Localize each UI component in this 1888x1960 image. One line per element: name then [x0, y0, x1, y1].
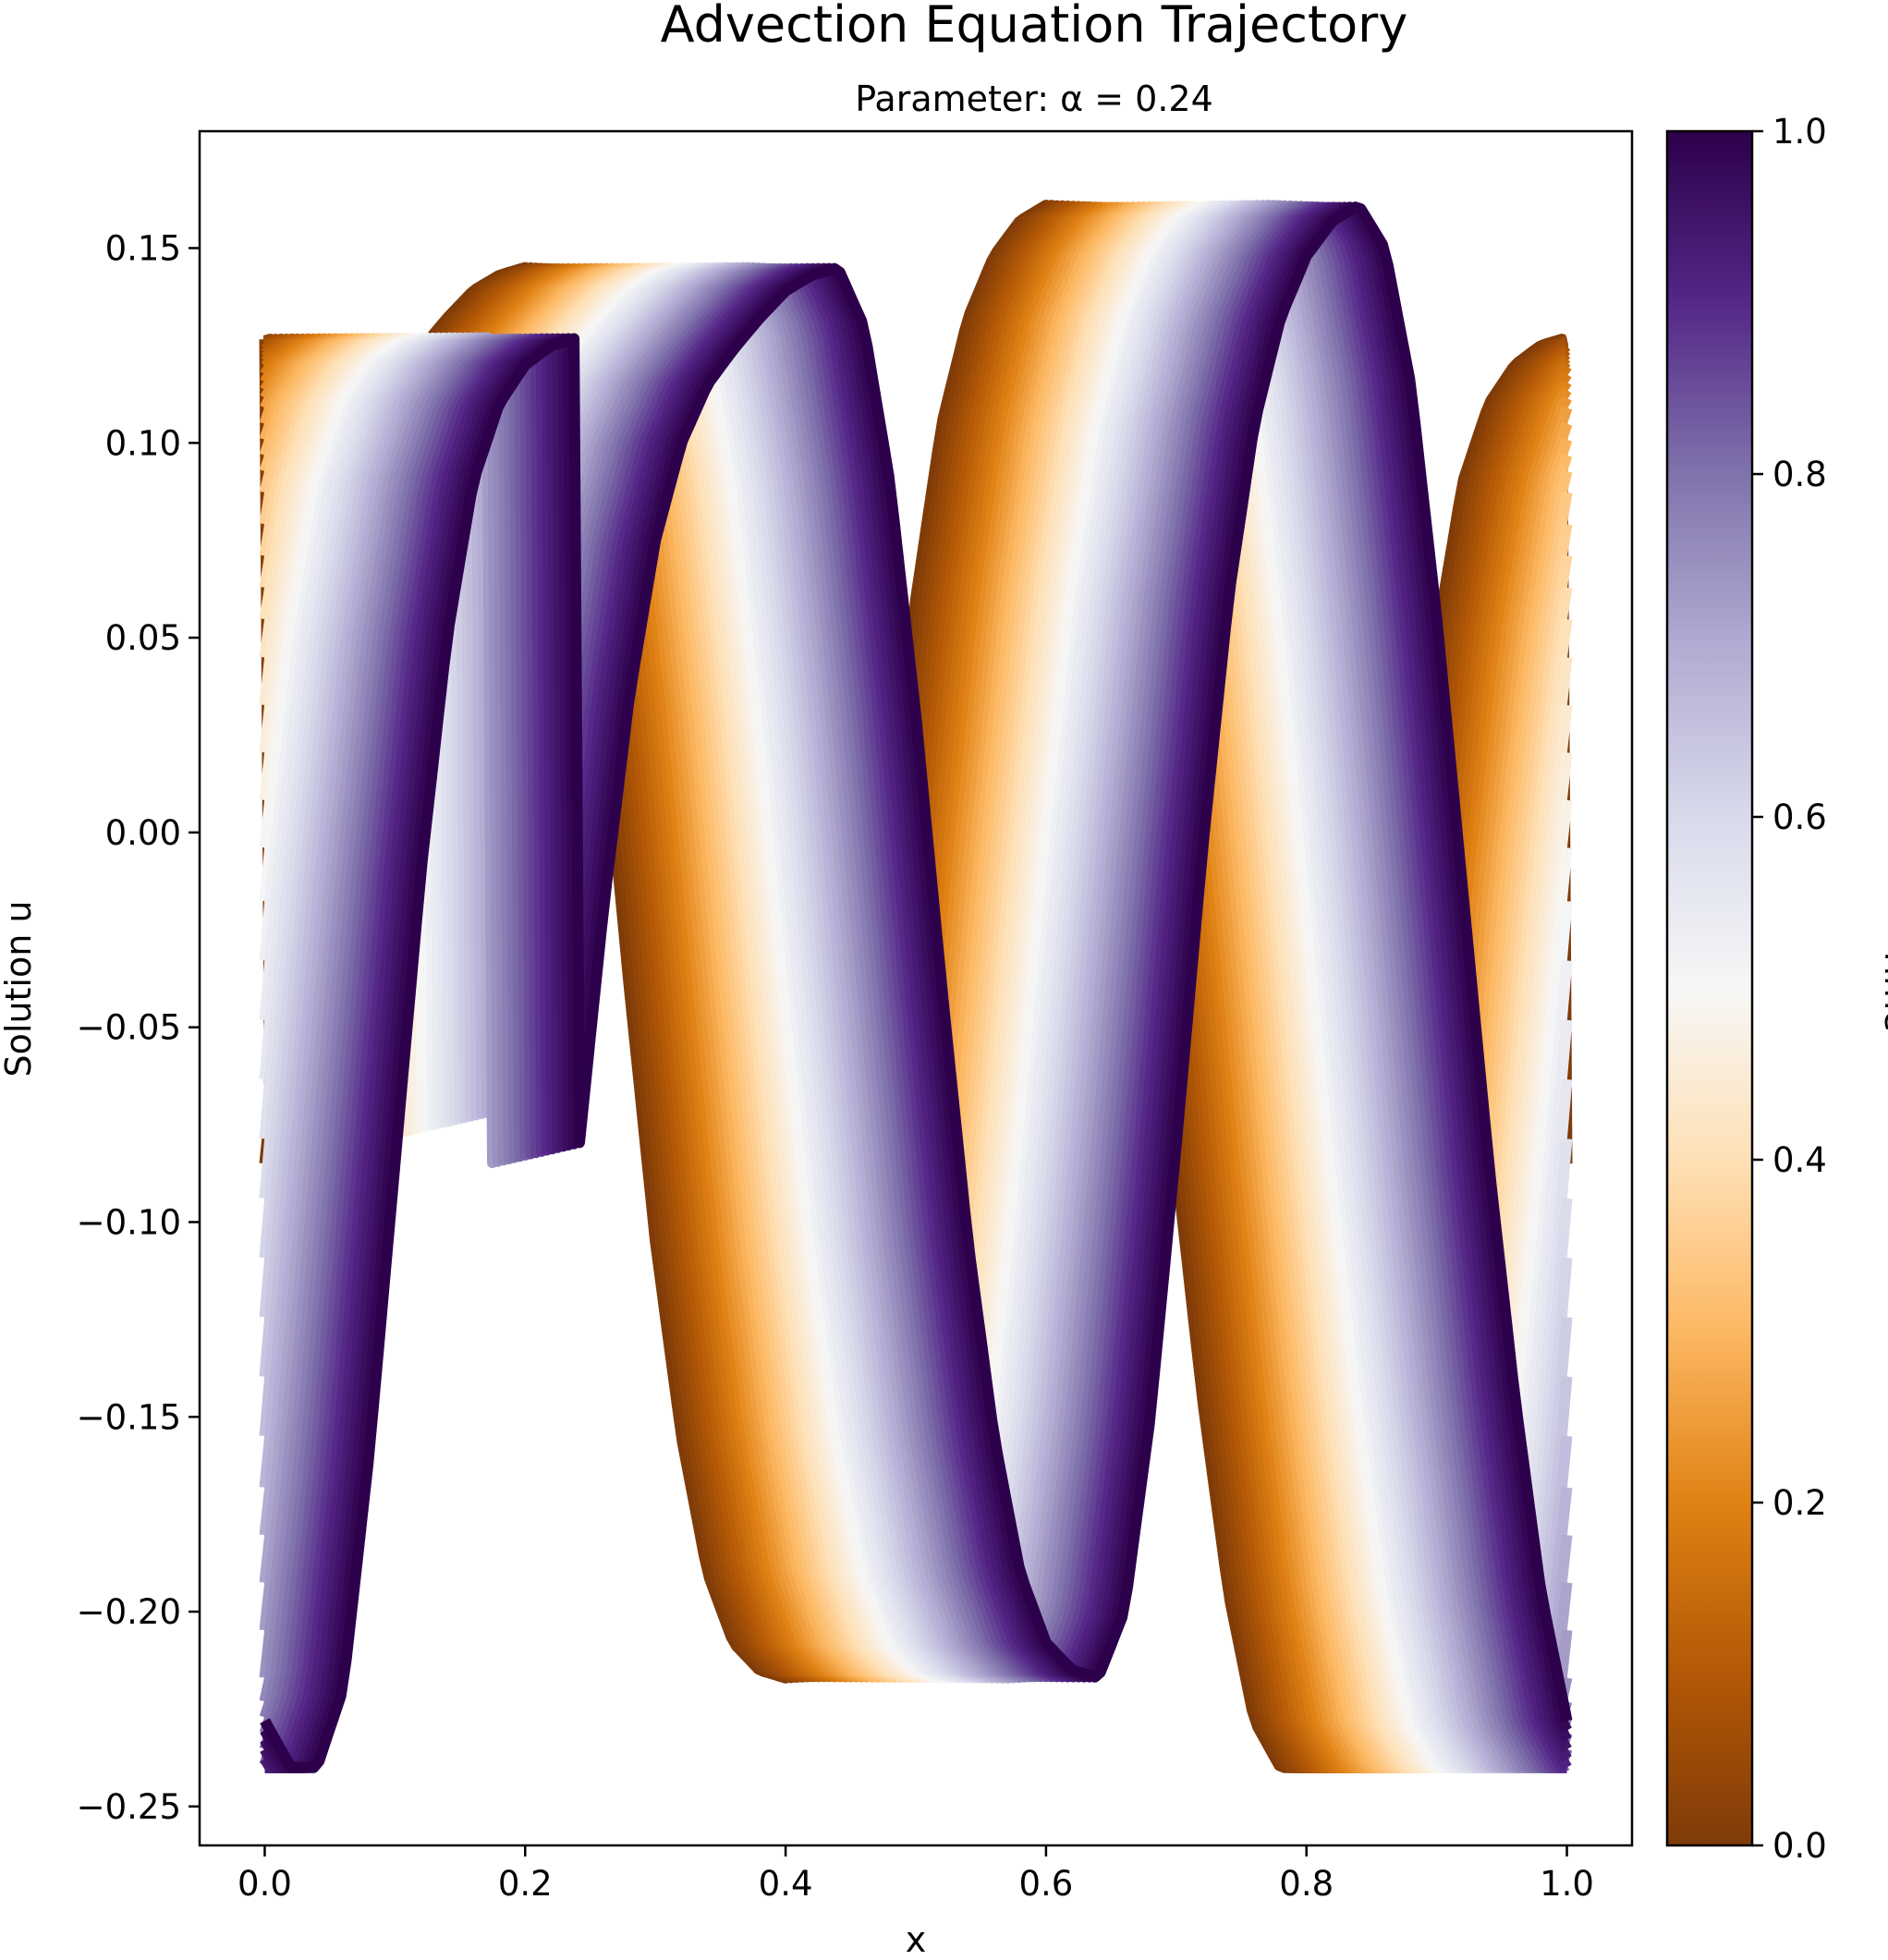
y-tick-label: −0.20: [77, 1592, 181, 1632]
colorbar-tick-label: 0.4: [1772, 1140, 1827, 1180]
x-tick-label: 0.0: [238, 1864, 292, 1904]
y-tick-label: −0.15: [77, 1397, 181, 1437]
colorbar-tick-label: 0.0: [1772, 1826, 1827, 1866]
colorbar: [1665, 129, 1754, 1847]
x-tick-label: 0.6: [1018, 1864, 1073, 1904]
chart-title: Advection Equation Trajectory: [661, 0, 1408, 54]
y-tick-label: 0.00: [105, 813, 181, 853]
y-axis-label: Solution u: [0, 901, 39, 1077]
y-tick-label: 0.05: [105, 618, 181, 658]
x-tick-label: 0.2: [498, 1864, 553, 1904]
y-tick-label: 0.15: [105, 228, 181, 268]
colorbar-label: Time: [1877, 945, 1888, 1032]
y-tick-label: 0.10: [105, 423, 181, 463]
y-tick-label: −0.05: [77, 1008, 181, 1048]
colorbar-tick-label: 1.0: [1772, 112, 1827, 152]
chart-subtitle: Parameter: α = 0.24: [855, 79, 1213, 119]
x-axis-label: x: [906, 1919, 927, 1960]
colorbar-tick-label: 0.2: [1772, 1483, 1827, 1523]
y-tick-label: −0.10: [77, 1202, 181, 1242]
colorbar-tick-label: 0.8: [1772, 455, 1827, 494]
y-tick-label: −0.25: [77, 1787, 181, 1827]
trajectory-line: [260, 201, 1573, 1773]
x-tick-label: 0.8: [1279, 1864, 1334, 1904]
x-tick-label: 1.0: [1540, 1864, 1594, 1904]
plot-frame: [198, 129, 1634, 1847]
x-tick-label: 0.4: [759, 1864, 813, 1904]
y-axis-ticks: 0.15 0.10 0.05 0.00 −0.05 −0.10 −0.15 −0.20 −0.2…: [77, 228, 200, 1827]
x-axis-ticks: 0.0 0.2 0.4 0.6 0.8 1.0: [238, 1845, 1594, 1904]
colorbar-ticks: 0.0 0.2 0.4 0.6 0.8 1.0: [1752, 112, 1827, 1866]
colorbar-tick-label: 0.6: [1772, 797, 1827, 837]
trajectory-series: [259, 200, 1573, 1773]
